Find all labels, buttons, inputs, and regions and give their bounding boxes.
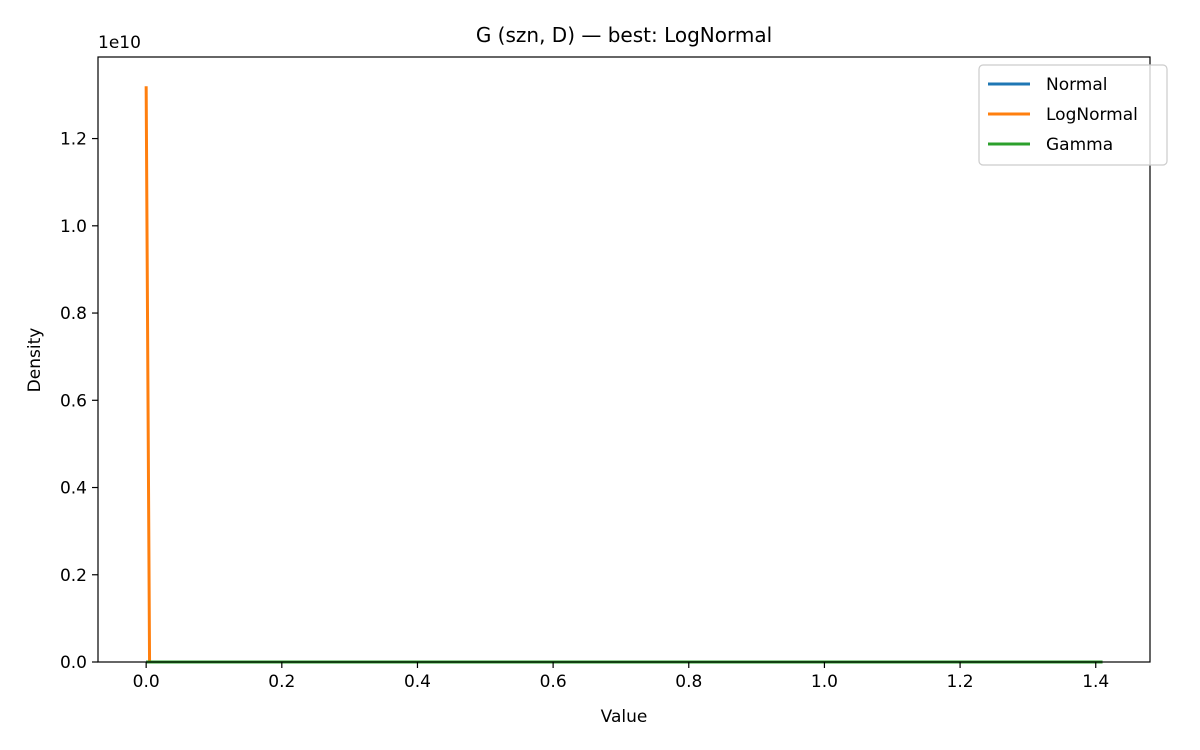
y-tick-label: 1.2: [60, 130, 87, 150]
x-tick-label: 0.0: [133, 672, 160, 692]
x-tick-label: 1.0: [811, 672, 838, 692]
y-axis-offset-label: 1e10: [98, 33, 141, 53]
x-axis-ticks: 0.0 0.2 0.4 0.6 0.8 1.0 1.2 1.4: [133, 662, 1109, 692]
x-tick-label: 0.2: [268, 672, 295, 692]
y-tick-label: 0.6: [60, 391, 87, 411]
y-tick-label: 0.0: [60, 653, 87, 673]
x-tick-label: 1.4: [1082, 672, 1109, 692]
x-tick-label: 1.2: [947, 672, 974, 692]
y-tick-label: 0.4: [60, 479, 87, 499]
legend: Normal LogNormal Gamma: [978, 64, 1168, 166]
x-tick-label: 0.8: [675, 672, 702, 692]
y-tick-label: 1.0: [60, 217, 87, 237]
legend-label-gamma: Gamma: [1046, 135, 1113, 155]
x-axis-label: Value: [601, 707, 648, 727]
y-axis-ticks: 0.0 0.2 0.4 0.6 0.8 1.0 1.2: [60, 130, 98, 673]
y-tick-label: 0.2: [60, 566, 87, 586]
legend-label-normal: Normal: [1046, 75, 1108, 95]
x-tick-label: 0.4: [404, 672, 431, 692]
legend-label-lognormal: LogNormal: [1046, 105, 1138, 125]
plot-area: [97, 56, 1151, 664]
chart-title: G (szn, D) — best: LogNormal: [476, 23, 772, 47]
y-axis-label: Density: [25, 328, 45, 393]
plot-frame: [97, 56, 1151, 663]
legend-box: [978, 64, 1168, 166]
plot-background: [98, 57, 1150, 662]
y-tick-label: 0.8: [60, 304, 87, 324]
x-tick-label: 0.6: [540, 672, 567, 692]
